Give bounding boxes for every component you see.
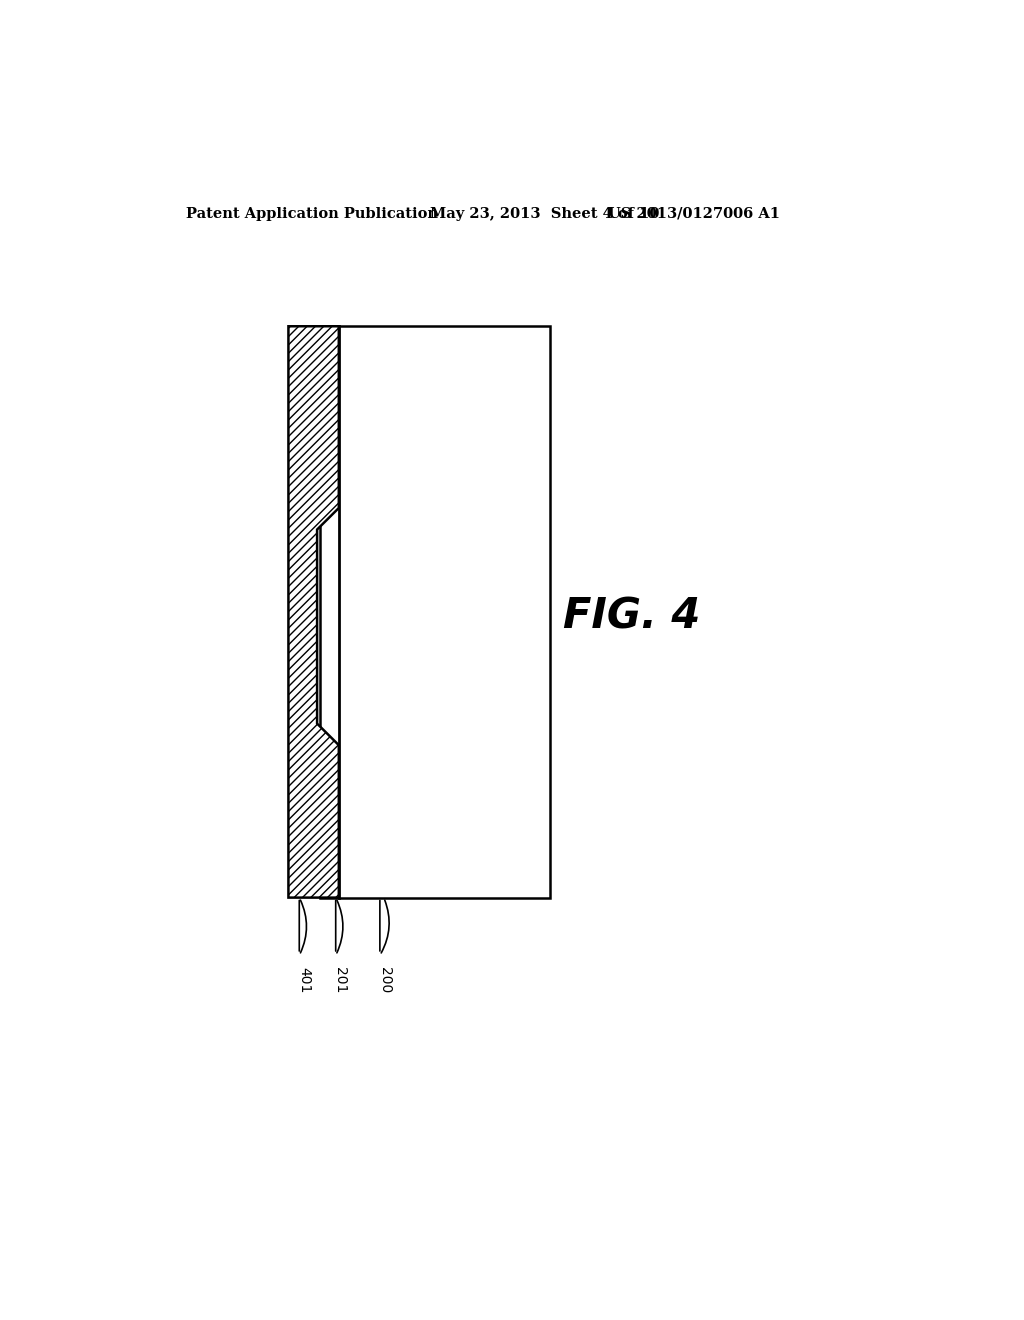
Text: 201: 201	[334, 966, 347, 993]
Text: 200: 200	[378, 966, 391, 993]
Polygon shape	[289, 326, 339, 898]
Text: US 2013/0127006 A1: US 2013/0127006 A1	[608, 207, 780, 220]
Text: May 23, 2013  Sheet 4 of 10: May 23, 2013 Sheet 4 of 10	[430, 207, 659, 220]
Bar	[321, 326, 550, 898]
Text: Patent Application Publication: Patent Application Publication	[186, 207, 438, 220]
Text: FIG. 4: FIG. 4	[563, 595, 700, 638]
Text: 401: 401	[297, 966, 311, 993]
